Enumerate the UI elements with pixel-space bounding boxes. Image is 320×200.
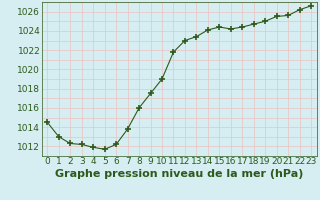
X-axis label: Graphe pression niveau de la mer (hPa): Graphe pression niveau de la mer (hPa) bbox=[55, 169, 303, 179]
